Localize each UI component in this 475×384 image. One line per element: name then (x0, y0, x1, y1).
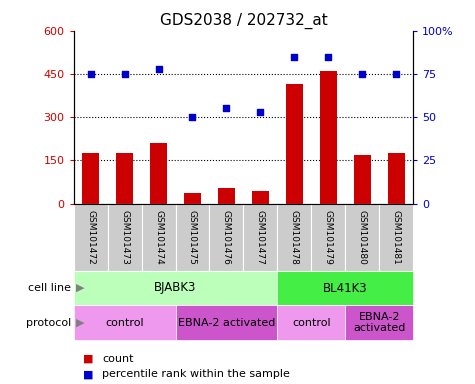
Point (392, 71, 400, 77)
Text: protocol: protocol (26, 318, 71, 328)
Bar (379, 204, 413, 271)
Text: EBNA-2
activated: EBNA-2 activated (353, 312, 406, 333)
Text: ■: ■ (83, 369, 94, 379)
Bar (354, 155, 371, 204)
Text: GSM101475: GSM101475 (188, 210, 197, 265)
Bar (277, 271, 413, 305)
Point (256, 109, 264, 115)
Point (359, 71, 366, 77)
Text: GSM101481: GSM101481 (392, 210, 401, 265)
Text: ▶: ▶ (76, 318, 85, 328)
Text: control: control (105, 318, 144, 328)
Bar (184, 194, 201, 204)
Point (87, 71, 95, 77)
Bar (176, 204, 209, 271)
Text: ▶: ▶ (76, 283, 85, 293)
Bar (286, 84, 303, 204)
Text: GSM101473: GSM101473 (120, 210, 129, 265)
Text: control: control (292, 318, 331, 328)
Bar (150, 143, 167, 204)
Text: GSM101474: GSM101474 (154, 210, 163, 265)
Title: GDS2038 / 202732_at: GDS2038 / 202732_at (160, 13, 327, 29)
Bar (388, 153, 405, 204)
Text: EBNA-2 activated: EBNA-2 activated (178, 318, 275, 328)
Bar (209, 204, 243, 271)
Text: GSM101480: GSM101480 (358, 210, 367, 265)
Text: GSM101479: GSM101479 (324, 210, 333, 265)
Text: count: count (102, 354, 133, 364)
Bar (74, 271, 277, 305)
Bar (277, 204, 311, 271)
Point (155, 66, 162, 72)
Bar (345, 204, 379, 271)
Text: BJABK3: BJABK3 (154, 281, 197, 295)
Bar (345, 305, 413, 340)
Bar (74, 204, 107, 271)
Point (121, 71, 128, 77)
Point (223, 106, 230, 112)
Text: percentile rank within the sample: percentile rank within the sample (102, 369, 290, 379)
Text: GSM101478: GSM101478 (290, 210, 299, 265)
Point (189, 114, 196, 120)
Bar (74, 305, 176, 340)
Bar (277, 305, 345, 340)
Bar (176, 305, 277, 340)
Text: BL41K3: BL41K3 (323, 281, 368, 295)
Bar (142, 204, 176, 271)
Bar (243, 204, 277, 271)
Text: GSM101477: GSM101477 (256, 210, 265, 265)
Text: ■: ■ (83, 354, 94, 364)
Bar (82, 153, 99, 204)
Bar (252, 190, 269, 204)
Bar (218, 188, 235, 204)
Point (324, 53, 332, 60)
Text: cell line: cell line (28, 283, 71, 293)
Bar (312, 204, 345, 271)
Bar (107, 204, 142, 271)
Text: GSM101472: GSM101472 (86, 210, 95, 265)
Point (291, 53, 298, 60)
Bar (116, 153, 133, 204)
Bar (320, 71, 337, 204)
Text: GSM101476: GSM101476 (222, 210, 231, 265)
